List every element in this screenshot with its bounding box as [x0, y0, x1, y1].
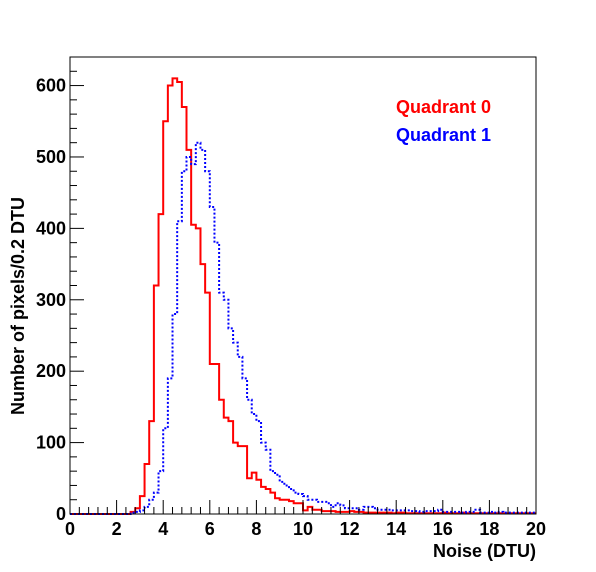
axis-ticks	[69, 56, 537, 515]
y-tick-label: 500	[36, 147, 66, 167]
legend-entry-quadrant-0: Quadrant 0	[396, 97, 491, 117]
x-tick-label: 12	[340, 519, 360, 539]
x-tick-label: 4	[158, 519, 168, 539]
x-tick-label: 10	[293, 519, 313, 539]
x-axis-title: Noise (DTU)	[433, 541, 536, 561]
y-tick-labels: 0 100 200 300 400 500 600	[36, 76, 66, 524]
x-tick-label: 18	[479, 519, 499, 539]
y-tick-label: 600	[36, 76, 66, 96]
histogram-curves	[70, 77, 536, 515]
plot-frame	[69, 56, 537, 515]
series-1-histogram-line	[70, 141, 536, 515]
y-tick-label: 0	[56, 504, 66, 524]
x-tick-label: 2	[112, 519, 122, 539]
x-tick-label: 8	[251, 519, 261, 539]
x-tick-label: 20	[526, 519, 546, 539]
y-tick-label: 400	[36, 218, 66, 238]
x-tick-label: 16	[433, 519, 453, 539]
legend-entry-quadrant-1: Quadrant 1	[396, 125, 491, 145]
x-tick-label: 0	[65, 519, 75, 539]
x-tick-label: 6	[205, 519, 215, 539]
y-axis-title: Number of pixels/0.2 DTU	[8, 197, 28, 415]
y-tick-label: 300	[36, 290, 66, 310]
y-tick-label: 100	[36, 433, 66, 453]
y-tick-label: 200	[36, 361, 66, 381]
series-0-histogram-line	[70, 77, 536, 515]
x-tick-label: 14	[386, 519, 406, 539]
x-tick-labels: 0 2 4 6 8 10 12 14 16 18 20	[65, 519, 546, 539]
